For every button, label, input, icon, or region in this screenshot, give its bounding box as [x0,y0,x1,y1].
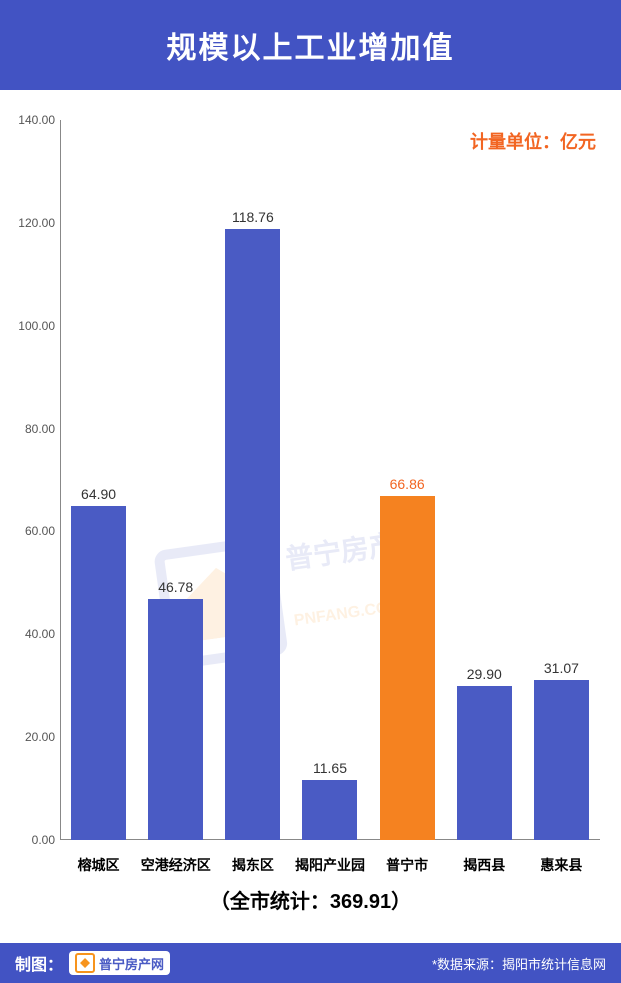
x-axis-label: 空港经济区 [137,855,214,875]
bar-value-label: 29.90 [467,666,502,682]
bar-slot: 118.76 [214,120,291,840]
x-axis-label: 榕城区 [60,855,137,875]
bar-slot: 46.78 [137,120,214,840]
bar-slot: 29.90 [446,120,523,840]
bar-value-label: 46.78 [158,579,193,595]
footer-source: *数据来源：揭阳市统计信息网 [432,954,606,973]
bar-value-label: 118.76 [232,209,274,225]
chart-title: 规模以上工业增加值 [167,23,455,67]
bars-container: 64.90 46.78 118.76 11.65 66.86 29.90 31.07 [60,120,600,840]
bar [302,780,357,840]
footer-bar: 制图： 普宁房产网 *数据来源：揭阳市统计信息网 [0,943,621,983]
footer-left: 制图： 普宁房产网 [15,951,170,975]
bar-slot: 66.86 [369,120,446,840]
x-axis-label: 惠来县 [523,855,600,875]
chart-area: 计量单位：亿元 普宁房产网 PNFANG.COM 0.0020.0040.006… [0,90,621,850]
y-axis: 0.0020.0040.0060.0080.00100.00120.00140.… [15,120,60,840]
y-tick-label: 120.00 [18,216,55,230]
x-axis-label: 揭阳产业园 [291,855,368,875]
y-tick-label: 80.00 [25,422,55,436]
y-tick-label: 140.00 [18,113,55,127]
bar-slot: 64.90 [60,120,137,840]
bar-value-label: 31.07 [544,660,579,676]
x-axis-labels: 榕城区空港经济区揭东区揭阳产业园普宁市揭西县惠来县 [60,855,600,875]
bar [457,686,512,840]
bar [71,506,126,840]
plot-region: 0.0020.0040.0060.0080.00100.00120.00140.… [60,120,600,840]
footer-credit-label: 制图： [15,951,63,975]
house-icon [75,953,95,973]
bar-value-label: 64.90 [81,486,116,502]
y-tick-label: 0.00 [32,833,55,847]
x-axis-label: 普宁市 [369,855,446,875]
header-banner: 规模以上工业增加值 [0,0,621,90]
x-axis-label: 揭东区 [214,855,291,875]
y-tick-label: 20.00 [25,730,55,744]
bar-value-label: 11.65 [313,760,347,776]
footer-logo-text: 普宁房产网 [99,954,164,973]
bar-value-label: 66.86 [390,476,425,492]
y-tick-label: 40.00 [25,627,55,641]
bar-slot: 11.65 [291,120,368,840]
footer-logo: 普宁房产网 [69,951,170,975]
bar [148,599,203,840]
bar [380,496,435,840]
y-tick-label: 100.00 [18,319,55,333]
y-tick-label: 60.00 [25,524,55,538]
bar [225,229,280,840]
x-axis-label: 揭西县 [446,855,523,875]
bar-slot: 31.07 [523,120,600,840]
bar [534,680,589,840]
